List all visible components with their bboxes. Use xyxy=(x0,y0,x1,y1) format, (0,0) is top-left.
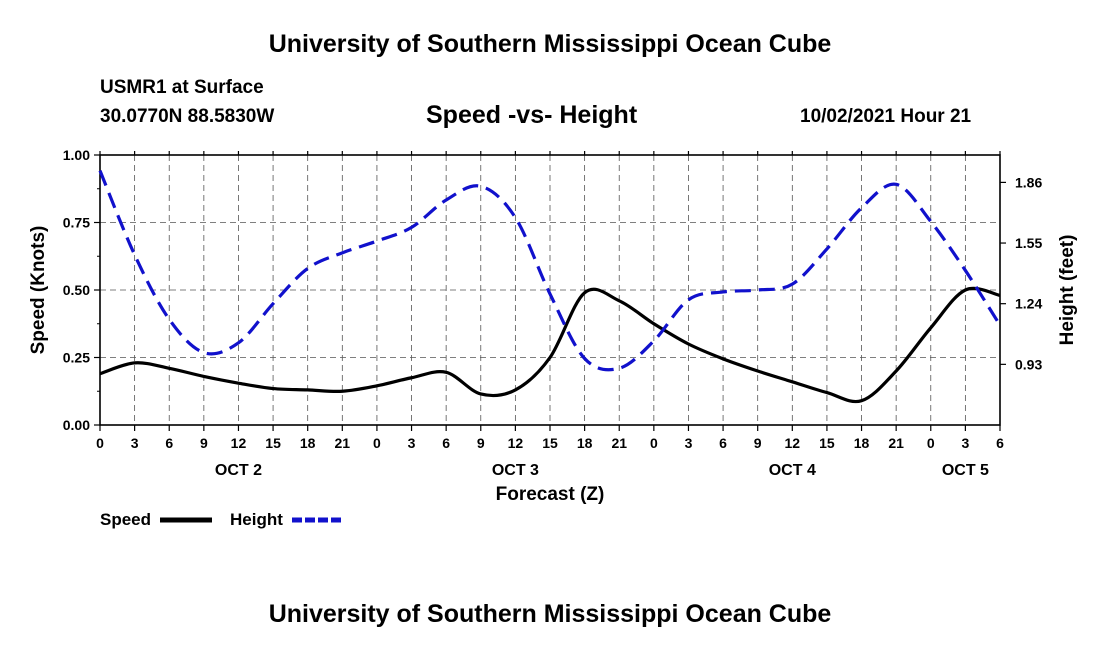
x-tick-label: 18 xyxy=(300,435,316,451)
y2-axis-title: Height (feet) xyxy=(1057,235,1078,346)
x-tick-label: 6 xyxy=(996,435,1004,451)
station-label: USMR1 at Surface xyxy=(100,77,264,98)
day-label: OCT 2 xyxy=(215,462,262,479)
x-tick-label: 6 xyxy=(719,435,727,451)
speed-series-line xyxy=(99,286,1001,404)
x-tick-label: 3 xyxy=(685,435,693,451)
x-tick-label: 6 xyxy=(165,435,173,451)
x-tick-label: 15 xyxy=(819,435,835,451)
x-tick-label: 3 xyxy=(408,435,416,451)
day-label: OCT 3 xyxy=(492,462,539,479)
x-tick-label: 0 xyxy=(373,435,381,451)
x-tick-label: 18 xyxy=(854,435,870,451)
axes-layer: 0 3 6 9 12 15 18 21 0 3 6 9 12 15 18 21 0 3 6 9 12 15 18 21 0 3 6 0… xyxy=(63,147,1043,479)
x-tick-label: 3 xyxy=(131,435,139,451)
grid-layer xyxy=(100,155,1000,425)
x-tick-label: 9 xyxy=(477,435,485,451)
y-tick-label: 0.75 xyxy=(63,215,90,231)
x-tick-label: 0 xyxy=(927,435,935,451)
x-tick-label: 12 xyxy=(785,435,801,451)
y2-tick-label: 1.24 xyxy=(1015,296,1042,312)
y-axis-title: Speed (Knots) xyxy=(28,226,49,355)
x-tick-label: 0 xyxy=(96,435,104,451)
footer-title: University of Southern Mississippi Ocean… xyxy=(268,600,832,628)
x-tick-label: 3 xyxy=(961,435,969,451)
x-tick-label: 12 xyxy=(508,435,524,451)
x-tick-label: 6 xyxy=(442,435,450,451)
x-tick-label: 18 xyxy=(577,435,593,451)
y2-tick-label: 0.93 xyxy=(1015,356,1042,372)
chart-title: Speed -vs- Height xyxy=(426,101,638,129)
legend: Speed Height xyxy=(100,510,342,529)
series-layer xyxy=(98,170,1002,404)
height-series-line xyxy=(98,170,1002,372)
y-tick-label: 0.50 xyxy=(63,282,90,298)
station-coordinates: 30.0770N 88.5830W xyxy=(100,106,275,127)
x-tick-label: 0 xyxy=(650,435,658,451)
x-tick-label: 21 xyxy=(611,435,627,451)
y2-tick-label: 1.86 xyxy=(1015,174,1042,190)
legend-height-label: Height xyxy=(230,510,283,529)
day-label: OCT 4 xyxy=(769,462,816,479)
day-label: OCT 5 xyxy=(942,462,989,479)
x-axis-title: Forecast (Z) xyxy=(496,484,605,505)
x-tick-label: 21 xyxy=(335,435,351,451)
y-tick-label: 1.00 xyxy=(63,147,90,163)
legend-speed-label: Speed xyxy=(100,510,151,529)
x-tick-label: 15 xyxy=(542,435,558,451)
x-tick-label: 9 xyxy=(200,435,208,451)
forecast-datetime: 10/02/2021 Hour 21 xyxy=(800,106,972,127)
y-tick-label: 0.25 xyxy=(63,350,90,366)
x-tick-label: 12 xyxy=(231,435,247,451)
plot-frame xyxy=(99,154,1001,426)
x-tick-label: 9 xyxy=(754,435,762,451)
x-tick-label: 21 xyxy=(888,435,904,451)
x-tick-label: 15 xyxy=(265,435,281,451)
page-title: University of Southern Mississippi Ocean… xyxy=(268,30,832,58)
y-tick-label: 0.00 xyxy=(63,417,90,433)
y2-tick-label: 1.55 xyxy=(1015,235,1042,251)
